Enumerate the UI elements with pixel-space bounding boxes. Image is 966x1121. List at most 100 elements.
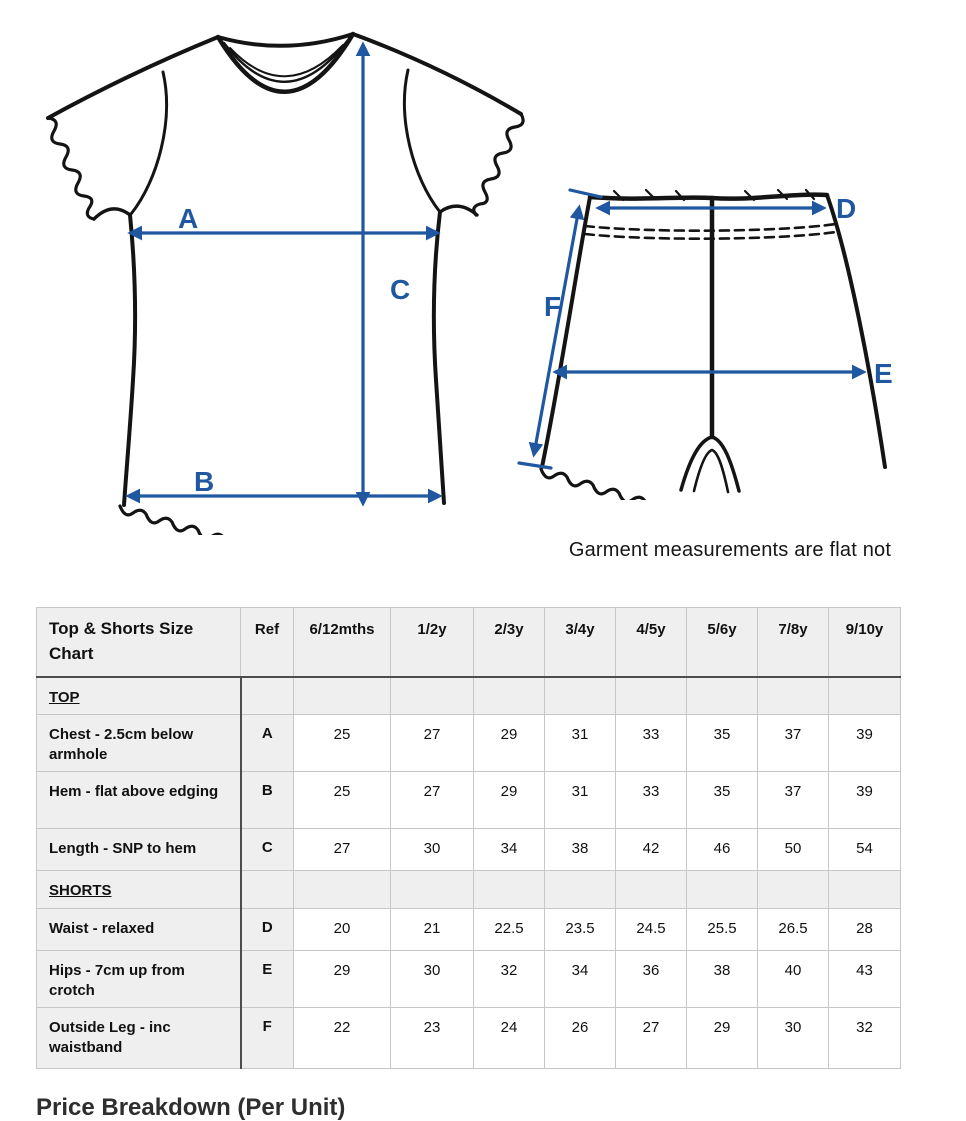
tshirt-measure-arrows <box>125 41 443 507</box>
value-cell: 35 <box>686 771 758 829</box>
value-cell: 42 <box>615 828 687 871</box>
value-cell: 33 <box>615 771 687 829</box>
row-label: Length - SNP to hem <box>36 828 242 871</box>
value-cell: 31 <box>544 771 616 829</box>
ref-cell: F <box>240 1007 294 1069</box>
value-cell: 20 <box>293 908 391 951</box>
column-header-size: 4/5y <box>615 607 687 678</box>
table-row-hips: Hips - 7cm up from crotch E 29 30 32 34 … <box>36 950 901 1008</box>
value-cell: 23.5 <box>544 908 616 951</box>
value-cell: 38 <box>544 828 616 871</box>
row-label: Outside Leg - inc waistband <box>36 1007 242 1069</box>
shorts-outline <box>539 188 887 500</box>
measure-arrow-f <box>528 204 585 458</box>
value-cell: 26.5 <box>757 908 829 951</box>
table-row-hem: Hem - flat above edging B 25 27 29 31 33… <box>36 771 901 829</box>
shorts-diagram: D E F <box>517 188 893 500</box>
row-label: Hips - 7cm up from crotch <box>36 950 242 1008</box>
value-cell: 36 <box>615 950 687 1008</box>
flat-measurement-note: Garment measurements are flat not <box>568 539 892 561</box>
value-cell: 29 <box>473 771 545 829</box>
column-header-ref: Ref <box>240 607 294 678</box>
ref-cell: B <box>240 771 294 829</box>
measure-tick-top <box>568 188 603 199</box>
value-cell: 30 <box>390 950 474 1008</box>
column-header-size: 2/3y <box>473 607 545 678</box>
measure-label-e: E <box>874 358 893 389</box>
value-cell: 27 <box>293 828 391 871</box>
value-cell: 37 <box>757 714 829 772</box>
tshirt-outline <box>46 31 525 535</box>
column-header-size: 3/4y <box>544 607 616 678</box>
column-header-size: 6/12mths <box>293 607 391 678</box>
value-cell: 24.5 <box>615 908 687 951</box>
measure-label-a: A <box>178 203 198 234</box>
column-header-size: 9/10y <box>828 607 901 678</box>
value-cell: 39 <box>828 714 901 772</box>
tshirt-diagram: A C B <box>46 31 525 535</box>
value-cell: 30 <box>390 828 474 871</box>
value-cell: 31 <box>544 714 616 772</box>
table-row-chest: Chest - 2.5cm below armhole A 25 27 29 3… <box>36 714 901 772</box>
table-row-length: Length - SNP to hem C 27 30 34 38 42 46 … <box>36 828 901 871</box>
value-cell: 30 <box>757 1007 829 1069</box>
value-cell: 22.5 <box>473 908 545 951</box>
value-cell: 25 <box>293 714 391 772</box>
measure-label-f: F <box>544 291 561 322</box>
value-cell: 32 <box>473 950 545 1008</box>
section-row-shorts: SHORTS <box>36 870 901 909</box>
value-cell: 35 <box>686 714 758 772</box>
value-cell: 21 <box>390 908 474 951</box>
measure-label-c: C <box>390 274 410 305</box>
section-label: SHORTS <box>36 870 242 909</box>
value-cell: 29 <box>473 714 545 772</box>
value-cell: 25 <box>293 771 391 829</box>
table-row-outside-leg: Outside Leg - inc waistband F 22 23 24 2… <box>36 1007 901 1069</box>
section-label: TOP <box>36 676 242 715</box>
value-cell: 39 <box>828 771 901 829</box>
value-cell: 24 <box>473 1007 545 1069</box>
value-cell: 43 <box>828 950 901 1008</box>
price-breakdown-heading: Price Breakdown (Per Unit) <box>36 1094 346 1121</box>
measure-label-b: B <box>194 466 214 497</box>
value-cell: 33 <box>615 714 687 772</box>
value-cell: 28 <box>828 908 901 951</box>
ref-cell: E <box>240 950 294 1008</box>
value-cell: 27 <box>390 714 474 772</box>
column-header-size: 1/2y <box>390 607 474 678</box>
value-cell: 34 <box>544 950 616 1008</box>
value-cell: 37 <box>757 771 829 829</box>
ref-cell: A <box>240 714 294 772</box>
value-cell: 25.5 <box>686 908 758 951</box>
value-cell: 34 <box>473 828 545 871</box>
value-cell: 23 <box>390 1007 474 1069</box>
table-title: Top & Shorts Size Chart <box>36 607 241 678</box>
ref-cell: D <box>240 908 294 951</box>
row-label: Waist - relaxed <box>36 908 242 951</box>
value-cell: 50 <box>757 828 829 871</box>
value-cell: 38 <box>686 950 758 1008</box>
value-cell: 40 <box>757 950 829 1008</box>
value-cell: 26 <box>544 1007 616 1069</box>
value-cell: 27 <box>615 1007 687 1069</box>
row-label: Chest - 2.5cm below armhole <box>36 714 242 772</box>
section-row-top: TOP <box>36 676 901 715</box>
measure-tick-bottom <box>517 461 553 470</box>
table-row-waist: Waist - relaxed D 20 21 22.5 23.5 24.5 2… <box>36 908 901 951</box>
value-cell: 54 <box>828 828 901 871</box>
column-header-size: 5/6y <box>686 607 758 678</box>
ref-cell: C <box>240 828 294 871</box>
column-header-size: 7/8y <box>757 607 829 678</box>
value-cell: 29 <box>686 1007 758 1069</box>
table-header-row: Top & Shorts Size Chart Ref 6/12mths 1/2… <box>36 607 901 678</box>
size-chart-table: Top & Shorts Size Chart Ref 6/12mths 1/2… <box>36 607 901 1069</box>
value-cell: 32 <box>828 1007 901 1069</box>
value-cell: 27 <box>390 771 474 829</box>
value-cell: 29 <box>293 950 391 1008</box>
row-label: Hem - flat above edging <box>36 771 242 829</box>
value-cell: 22 <box>293 1007 391 1069</box>
shorts-measure-arrows <box>517 188 867 470</box>
measure-label-d: D <box>836 193 856 224</box>
value-cell: 46 <box>686 828 758 871</box>
